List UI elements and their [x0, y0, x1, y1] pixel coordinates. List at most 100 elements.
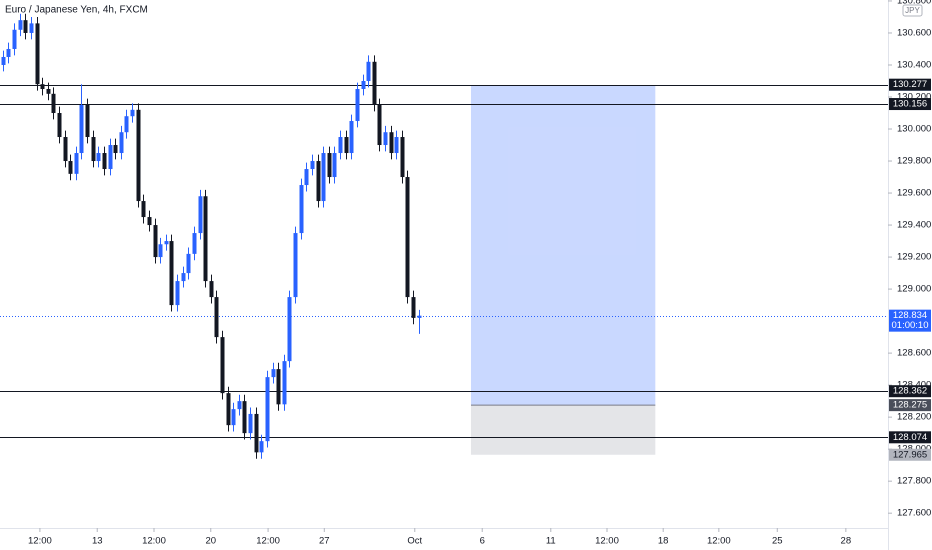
- candle-body: [400, 137, 405, 178]
- level-label-box: [889, 431, 931, 444]
- entry-label-box: [889, 399, 931, 412]
- x-tick-label: 27: [319, 536, 330, 547]
- candle-body: [164, 241, 169, 245]
- candle-body: [102, 153, 107, 170]
- candle-body: [389, 132, 394, 154]
- candle-body: [220, 337, 225, 394]
- candle-body: [417, 315, 422, 318]
- candle-body: [383, 132, 388, 146]
- candle-body: [304, 169, 309, 186]
- currency-label: JPY: [905, 6, 920, 15]
- x-tick-label: 12:00: [28, 536, 52, 547]
- candle-body: [85, 105, 90, 138]
- candle-body: [91, 137, 96, 162]
- x-tick-label: 18: [658, 536, 669, 547]
- candle-body: [1, 56, 6, 65]
- candle-body: [366, 61, 371, 81]
- x-tick-label: 12:00: [595, 536, 619, 547]
- x-tick-label: 12:00: [142, 536, 166, 547]
- candle-body: [79, 105, 84, 154]
- candle-body: [327, 153, 332, 178]
- stop-label: 127.965: [893, 449, 927, 460]
- candle-body: [349, 121, 354, 154]
- candle-body: [108, 145, 113, 170]
- y-tick-label: 129.200: [897, 252, 931, 263]
- last-price-label: 128.834: [893, 310, 927, 321]
- y-tick-label: 130.400: [897, 60, 931, 71]
- chart-title: Euro / Japanese Yen, 4h, FXCM: [5, 5, 148, 16]
- y-tick-label: 129.600: [897, 188, 931, 199]
- y-tick-label: 129.400: [897, 220, 931, 231]
- candle-body: [361, 80, 366, 89]
- candle-body: [271, 369, 276, 378]
- candle-body: [332, 153, 337, 178]
- candle-body: [186, 253, 191, 274]
- currency-box: [902, 4, 923, 17]
- y-tick-label: 130.600: [897, 27, 931, 38]
- candle-body: [169, 241, 174, 306]
- y-tick-label: 129.800: [897, 156, 931, 167]
- candle-body: [214, 297, 219, 338]
- candle-body: [175, 281, 180, 306]
- candle-body: [181, 273, 186, 282]
- level-label: 130.156: [893, 99, 927, 110]
- loss-zone: [470, 405, 656, 455]
- candle-body: [153, 225, 158, 258]
- countdown-label: 01:00:10: [892, 320, 929, 331]
- candle-body: [96, 153, 101, 162]
- candle-body: [35, 23, 40, 85]
- level-label-box: [889, 98, 931, 111]
- last-price-box: [889, 309, 931, 332]
- candle-body: [310, 161, 315, 170]
- candle-body: [141, 201, 146, 218]
- candle-body: [124, 116, 129, 133]
- candle-body: [293, 233, 298, 298]
- y-tick-label: 130.800: [897, 0, 931, 6]
- candle-body: [394, 137, 399, 154]
- candle-body: [198, 196, 203, 234]
- x-tick-label: 28: [841, 536, 852, 547]
- candle-body: [372, 61, 377, 106]
- candle-body: [316, 161, 321, 202]
- candle-body: [226, 393, 231, 426]
- y-tick-label: 129.000: [897, 284, 931, 295]
- candle-body: [355, 88, 360, 122]
- candle-body: [405, 177, 410, 298]
- x-tick-label: 12:00: [256, 536, 280, 547]
- candle-body: [63, 137, 68, 162]
- level-label: 128.362: [893, 386, 927, 397]
- candle-body: [299, 185, 304, 234]
- level-label: 130.277: [893, 79, 927, 90]
- candle-body: [242, 401, 247, 434]
- y-tick-label: 130.200: [897, 92, 931, 103]
- level-label-box: [889, 385, 931, 398]
- candle-body: [29, 23, 34, 33]
- candle-body: [136, 109, 141, 202]
- entry-label: 128.275: [893, 400, 927, 411]
- x-tick-label: 6: [480, 536, 485, 547]
- y-tick-label: 130.000: [897, 124, 931, 135]
- candle-body: [237, 401, 242, 410]
- candle-body: [192, 233, 197, 254]
- candle-body: [321, 153, 326, 202]
- candle-body: [147, 217, 152, 226]
- x-tick-label: 13: [92, 536, 103, 547]
- y-tick-label: 127.800: [897, 476, 931, 487]
- candle-body: [265, 377, 270, 442]
- stop-label-box: [889, 448, 931, 461]
- candle-body: [68, 161, 73, 174]
- candle-body: [46, 88, 51, 94]
- candle-body: [282, 361, 287, 405]
- candle-body: [130, 109, 135, 117]
- candle-body: [231, 409, 236, 426]
- candle-body: [12, 29, 17, 49]
- candle-body: [287, 297, 292, 362]
- candle-body: [113, 145, 118, 154]
- y-tick-label: 128.200: [897, 412, 931, 423]
- candle-body: [259, 441, 264, 453]
- candle-body: [276, 369, 281, 405]
- level-label: 128.074: [893, 432, 927, 443]
- x-tick-label: 11: [546, 536, 556, 547]
